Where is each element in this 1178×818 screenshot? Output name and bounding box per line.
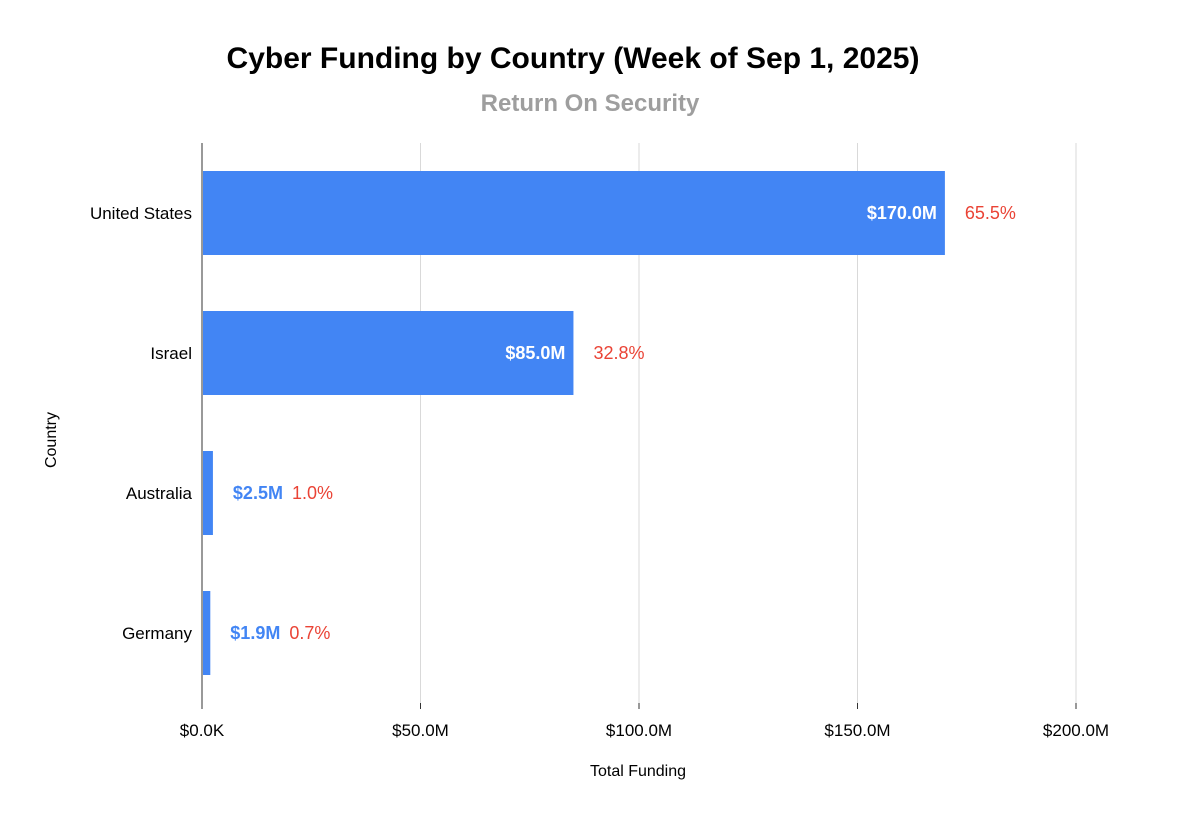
percent-label: 0.7% (289, 623, 330, 643)
y-axis-title: Country (43, 412, 60, 468)
y-tick-label: Israel (150, 344, 192, 363)
x-tick-label: $0.0K (180, 721, 225, 740)
percent-label: 32.8% (593, 343, 644, 363)
value-label: $85.0M (505, 343, 565, 363)
bars (203, 171, 945, 675)
x-tick-label: $100.0M (606, 721, 672, 740)
value-label: $170.0M (867, 203, 937, 223)
chart-title: Cyber Funding by Country (Week of Sep 1,… (227, 42, 920, 75)
data-labels: $170.0M 65.5% $85.0M 32.8% $2.5M 1.0% $1.9M 0.7… (230, 203, 1016, 643)
y-tick-label: Germany (122, 624, 192, 643)
x-axis-ticks: $0.0K $50.0M $100.0M $150.0M $200.0M (180, 703, 1109, 740)
x-tick-label: $150.0M (824, 721, 890, 740)
x-tick-label: $50.0M (392, 721, 449, 740)
bar (203, 451, 213, 535)
y-tick-label: Australia (126, 484, 193, 503)
y-axis-ticks: United States Israel Australia Germany (90, 204, 193, 643)
percent-label: 1.0% (292, 483, 333, 503)
value-label: $2.5M (233, 483, 283, 503)
chart-subtitle: Return On Security (481, 90, 700, 117)
y-tick-label: United States (90, 204, 192, 223)
bar (203, 591, 211, 675)
percent-label: 65.5% (965, 203, 1016, 223)
x-axis-title: Total Funding (590, 763, 686, 780)
x-tick-label: $200.0M (1043, 721, 1109, 740)
value-label: $1.9M (230, 623, 280, 643)
bar (203, 311, 574, 395)
bar (203, 171, 945, 255)
